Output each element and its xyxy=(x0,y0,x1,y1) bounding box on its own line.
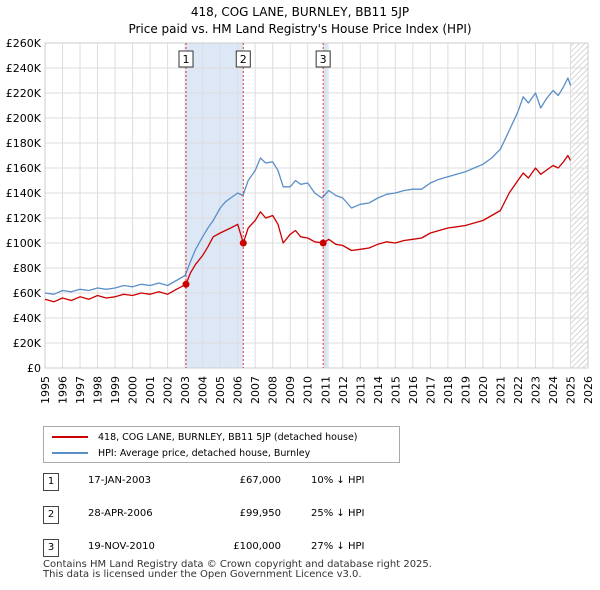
x-tick-label: 2011 xyxy=(319,376,332,404)
series-line-property xyxy=(44,154,572,303)
y-tick-label: £120K xyxy=(6,212,42,225)
footer-licence: This data is licensed under the Open Gov… xyxy=(43,569,362,580)
sale-marker-box xyxy=(178,50,194,68)
x-tick-label: 2022 xyxy=(512,376,525,404)
chart-title-block: 418, COG LANE, BURNLEY, BB11 5JP Price p… xyxy=(0,4,600,38)
legend-label-property: 418, COG LANE, BURNLEY, BB11 5JP (detach… xyxy=(98,431,358,443)
sale-marker-number: 3 xyxy=(320,53,327,66)
x-tick-label: 2007 xyxy=(249,376,262,404)
x-tick-label: 2002 xyxy=(162,376,175,404)
y-tick-label: £40K xyxy=(13,312,42,325)
sale-date: 19-NOV-2010 xyxy=(88,541,155,552)
sale-hpi-diff: 25% ↓ HPI xyxy=(311,508,365,519)
x-tick-label: 2009 xyxy=(284,376,297,404)
shaded-period xyxy=(323,43,329,368)
sale-point xyxy=(319,239,327,247)
x-tick-label: 2026 xyxy=(582,376,595,404)
footer: Contains HM Land Registry data © Crown c… xyxy=(43,560,432,580)
y-tick-label: £20K xyxy=(13,337,42,350)
sale-marker-number: 1 xyxy=(183,53,190,66)
y-tick-label: £180K xyxy=(6,137,42,150)
sale-marker-box xyxy=(235,50,251,68)
sale-number-badge: 1 xyxy=(43,473,59,491)
legend-item-hpi: HPI: Average price, detached house, Burn… xyxy=(44,445,310,461)
y-tick-label: £160K xyxy=(6,162,42,175)
y-tick-label: £80K xyxy=(13,262,42,275)
x-tick-label: 2005 xyxy=(214,376,227,404)
legend-item-property: 418, COG LANE, BURNLEY, BB11 5JP (detach… xyxy=(44,429,358,445)
legend-label-hpi: HPI: Average price, detached house, Burn… xyxy=(98,447,311,459)
sale-price: £100,000 xyxy=(233,541,281,552)
x-tick-label: 2020 xyxy=(477,376,490,404)
sale-hpi-diff: 27% ↓ HPI xyxy=(311,541,365,552)
plot-border xyxy=(44,42,589,369)
legend: 418, COG LANE, BURNLEY, BB11 5JP (detach… xyxy=(43,426,400,463)
y-tick-label: £260K xyxy=(6,37,42,50)
y-tick-label: £140K xyxy=(6,187,42,200)
sale-hpi-diff: 10% ↓ HPI xyxy=(311,475,365,486)
x-tick-label: 1997 xyxy=(74,376,87,404)
x-tick-label: 1996 xyxy=(57,376,70,404)
y-tick-label: £60K xyxy=(13,287,42,300)
sale-point xyxy=(182,280,190,288)
sale-number-badge: 2 xyxy=(43,506,59,524)
x-tick-label: 2024 xyxy=(547,376,560,404)
x-tick-label: 2025 xyxy=(564,376,577,404)
sale-price: £99,950 xyxy=(239,508,281,519)
x-tick-label: 2012 xyxy=(337,376,350,404)
x-tick-label: 2017 xyxy=(424,376,437,404)
plot-background xyxy=(45,43,588,368)
sale-number-badge: 3 xyxy=(43,539,59,557)
x-tick-label: 2021 xyxy=(494,376,507,404)
chart-subtitle: Price paid vs. HM Land Registry's House … xyxy=(128,22,472,36)
footer-copyright: Contains HM Land Registry data © Crown c… xyxy=(43,559,432,570)
y-tick-label: £100K xyxy=(6,237,42,250)
x-tick-label: 1998 xyxy=(92,376,105,404)
table-row: 2 28-APR-2006 £99,950 25% ↓ HPI xyxy=(43,506,373,524)
table-row: 3 19-NOV-2010 £100,000 27% ↓ HPI xyxy=(43,539,373,557)
y-tick-label: £240K xyxy=(6,62,42,75)
x-tick-label: 2001 xyxy=(144,376,157,404)
legend-line-hpi xyxy=(52,452,88,454)
sale-date: 17-JAN-2003 xyxy=(88,475,152,486)
future-hatch xyxy=(570,43,588,368)
sale-point xyxy=(239,239,247,247)
sale-marker-number: 2 xyxy=(240,53,247,66)
sale-date: 28-APR-2006 xyxy=(88,508,153,519)
x-tick-label: 2015 xyxy=(389,376,402,404)
price-chart: £0 £20K £40K £60K £80K £100K £120K £140K £160K £1… xyxy=(6,37,595,404)
sale-marker-box xyxy=(315,50,331,68)
x-tick-label: 2016 xyxy=(407,376,420,404)
y-tick-label: £200K xyxy=(6,112,42,125)
chart-title: 418, COG LANE, BURNLEY, BB11 5JP xyxy=(190,5,410,19)
x-tick-label: 2018 xyxy=(442,376,455,404)
x-tick-label: 1999 xyxy=(109,376,122,404)
x-tick-label: 2014 xyxy=(372,376,385,404)
y-tick-label: £220K xyxy=(6,87,42,100)
x-tick-label: 2010 xyxy=(302,376,315,404)
series-line-hpi xyxy=(44,77,572,295)
x-tick-label: 2019 xyxy=(459,376,472,404)
sale-price: £67,000 xyxy=(239,475,281,486)
legend-line-property xyxy=(52,436,88,438)
table-row: 1 17-JAN-2003 £67,000 10% ↓ HPI xyxy=(43,473,373,491)
x-tick-label: 1995 xyxy=(39,376,52,404)
x-tick-label: 2000 xyxy=(127,376,140,404)
shaded-period xyxy=(186,43,244,368)
x-tick-label: 2008 xyxy=(267,376,280,404)
x-tick-label: 2013 xyxy=(354,376,367,404)
x-tick-label: 2006 xyxy=(232,376,245,404)
x-tick-label: 2003 xyxy=(179,376,192,404)
y-tick-label: £0 xyxy=(27,362,41,375)
x-tick-label: 2023 xyxy=(529,376,542,404)
x-tick-label: 2004 xyxy=(197,376,210,404)
